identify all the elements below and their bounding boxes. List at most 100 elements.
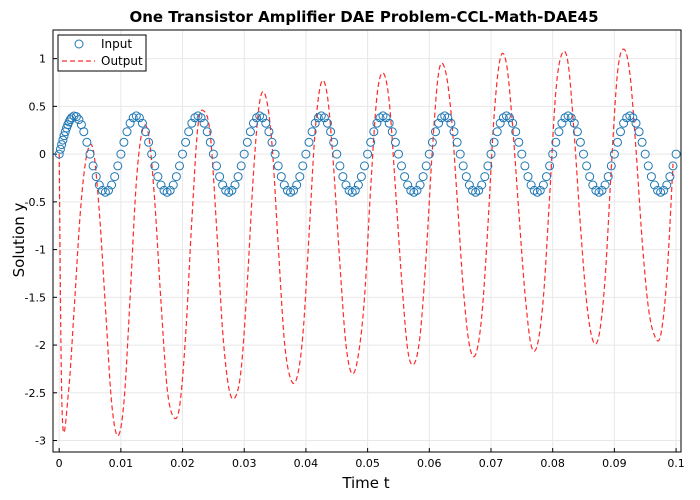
input-data-point (538, 180, 548, 190)
input-data-point (97, 185, 107, 195)
input-data-point (360, 161, 369, 171)
x-tick-label: 0.02 (170, 457, 195, 470)
legend: Input Output (57, 34, 147, 72)
x-axis-label: Time t (341, 474, 389, 492)
input-data-point (384, 118, 394, 128)
input-data-point (643, 161, 653, 171)
input-data-point (609, 149, 619, 159)
input-data-point (668, 161, 678, 171)
input-data-point (542, 172, 551, 182)
input-data-point (134, 113, 144, 123)
input-data-point (295, 172, 305, 182)
input-data-point (446, 118, 456, 128)
input-data-point (551, 137, 561, 147)
input-data-point (218, 180, 228, 190)
input-data-point (304, 137, 314, 147)
input-data-point (319, 113, 329, 123)
input-data-point (548, 149, 558, 159)
input-data-point (326, 127, 336, 137)
input-data-point (579, 149, 588, 159)
input-data-point (279, 180, 289, 190)
input-data-point (196, 113, 206, 123)
input-data-point (116, 149, 126, 159)
input-data-point (489, 137, 499, 147)
input-data-point (403, 180, 413, 190)
input-data-point (597, 185, 607, 195)
input-data-point (356, 172, 366, 182)
x-tick-label: 0.04 (294, 457, 319, 470)
input-data-point (71, 112, 81, 122)
input-data-point (273, 161, 283, 171)
input-data-point (230, 180, 240, 190)
input-data-point (205, 137, 215, 147)
input-data-point (520, 161, 530, 171)
x-tick-label: 0.09 (602, 457, 627, 470)
input-data-point (113, 161, 123, 171)
input-data-point (415, 180, 425, 190)
y-tick-label: -0.5 (25, 196, 46, 209)
legend-input-label: Input (101, 37, 132, 51)
input-data-point (199, 118, 209, 128)
input-data-point (178, 149, 187, 159)
input-data-point (58, 135, 68, 145)
input-data-point (270, 149, 280, 159)
input-data-point (245, 127, 255, 137)
input-data-point (313, 113, 323, 123)
y-tick-label: -3 (35, 435, 46, 448)
input-data-point (613, 137, 622, 147)
y-tick-label: 0 (39, 148, 46, 161)
input-data-point (545, 161, 555, 171)
input-data-point (418, 172, 428, 182)
input-data-point (424, 149, 434, 159)
input-data-point (508, 118, 518, 128)
input-data-point (255, 111, 265, 121)
input-data-point (107, 180, 117, 190)
input-data-point (400, 172, 410, 182)
input-data-point (267, 137, 277, 147)
legend-output-label: Output (101, 54, 143, 68)
input-data-point (236, 161, 246, 171)
input-data-point (421, 161, 431, 171)
input-data-point (566, 113, 576, 123)
input-data-point (369, 127, 379, 137)
input-data-point (526, 180, 536, 190)
input-data-point (54, 149, 64, 159)
input-data-point (310, 118, 320, 128)
input-data-point (329, 137, 339, 147)
input-data-point (628, 113, 638, 123)
x-tick-label: 0 (56, 457, 63, 470)
input-data-point (125, 118, 135, 128)
input-data-point (181, 137, 191, 147)
y-tick-label: -2 (35, 339, 46, 352)
input-data-point (464, 180, 474, 190)
input-data-point (276, 172, 286, 182)
input-data-point (353, 180, 363, 190)
input-data-point (175, 161, 184, 171)
input-data-point (110, 172, 120, 182)
input-data-point (298, 161, 308, 171)
input-data-point (74, 115, 84, 125)
input-data-point (554, 127, 564, 137)
input-data-point (443, 113, 453, 123)
input-data-point (119, 137, 129, 147)
input-data-point (215, 172, 225, 182)
legend-box (57, 34, 147, 72)
input-data-point (141, 127, 150, 137)
input-data-point (91, 172, 101, 182)
legend-input-marker (74, 39, 84, 49)
input-data-point (332, 149, 342, 159)
input-data-point (233, 172, 243, 182)
input-data-point (156, 180, 166, 190)
y-tick-label: 0.5 (29, 100, 47, 113)
input-data-point (452, 137, 462, 147)
input-data-point (637, 137, 647, 147)
input-data-point (431, 127, 440, 137)
input-data-point (307, 127, 317, 137)
input-data-point (480, 172, 490, 182)
input-data-point (461, 172, 471, 182)
y-axis-ticks: -3 -2.5 -2 -1.5 -1 -0.5 0 0.5 1 (25, 53, 57, 448)
input-data-point (292, 180, 302, 190)
input-data-point (646, 172, 656, 182)
input-data-point (366, 137, 376, 147)
input-data-point (514, 137, 524, 147)
